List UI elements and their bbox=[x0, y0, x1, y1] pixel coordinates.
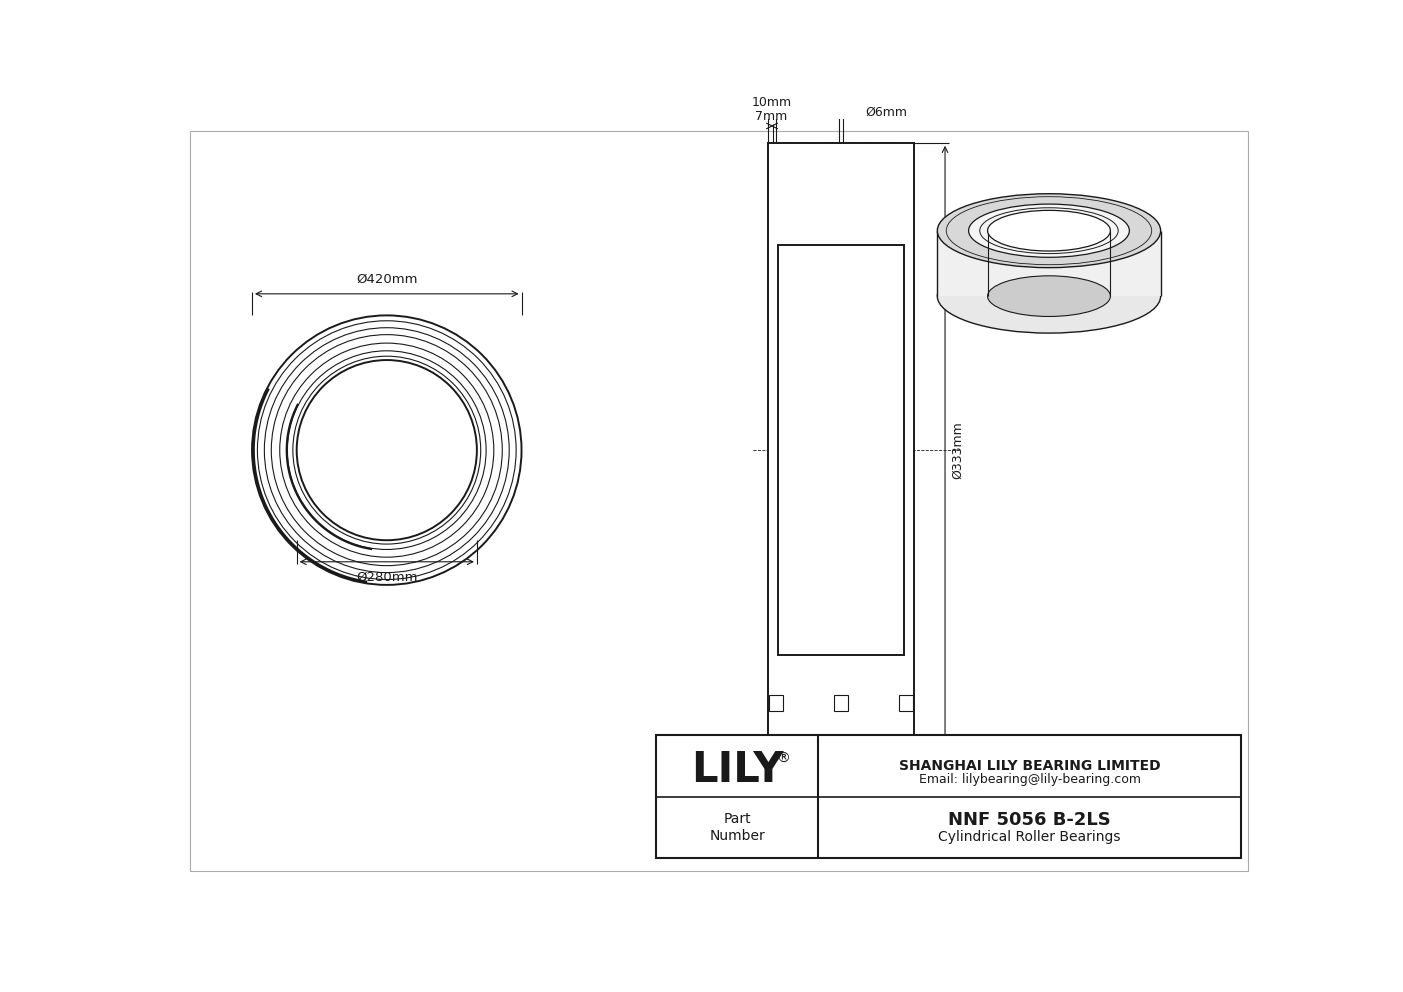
Text: NNF 5056 B-2LS: NNF 5056 B-2LS bbox=[948, 810, 1111, 828]
Text: 163mm: 163mm bbox=[817, 787, 866, 800]
Text: 189mm: 189mm bbox=[817, 806, 866, 818]
Bar bbox=[769, 695, 783, 710]
Ellipse shape bbox=[937, 193, 1160, 268]
Text: Email: lilybearing@lily-bearing.com: Email: lilybearing@lily-bearing.com bbox=[919, 773, 1141, 787]
Text: Cylindrical Roller Bearings: Cylindrical Roller Bearings bbox=[939, 829, 1121, 843]
Text: ®: ® bbox=[776, 752, 790, 766]
Text: SHANGHAI LILY BEARING LIMITED: SHANGHAI LILY BEARING LIMITED bbox=[899, 759, 1160, 773]
Bar bbox=[657, 735, 1242, 858]
Bar bbox=[835, 695, 847, 710]
Ellipse shape bbox=[968, 204, 1129, 257]
Bar bbox=[767, 143, 915, 757]
Polygon shape bbox=[937, 231, 1160, 297]
Bar bbox=[779, 245, 904, 655]
Bar bbox=[899, 695, 913, 710]
Text: Ø280mm: Ø280mm bbox=[356, 571, 418, 584]
Text: Ø6mm: Ø6mm bbox=[866, 105, 906, 119]
Text: Ø420mm: Ø420mm bbox=[356, 273, 418, 286]
Text: 10mm: 10mm bbox=[752, 96, 791, 109]
Text: LILY: LILY bbox=[690, 749, 783, 791]
Text: Part
Number: Part Number bbox=[710, 812, 765, 842]
Ellipse shape bbox=[988, 276, 1110, 316]
Ellipse shape bbox=[937, 193, 1160, 268]
Ellipse shape bbox=[988, 210, 1110, 251]
Text: Ø333mm: Ø333mm bbox=[951, 422, 964, 479]
Text: 190mm: 190mm bbox=[817, 823, 866, 836]
Text: 7mm: 7mm bbox=[755, 110, 787, 123]
Ellipse shape bbox=[937, 259, 1160, 333]
